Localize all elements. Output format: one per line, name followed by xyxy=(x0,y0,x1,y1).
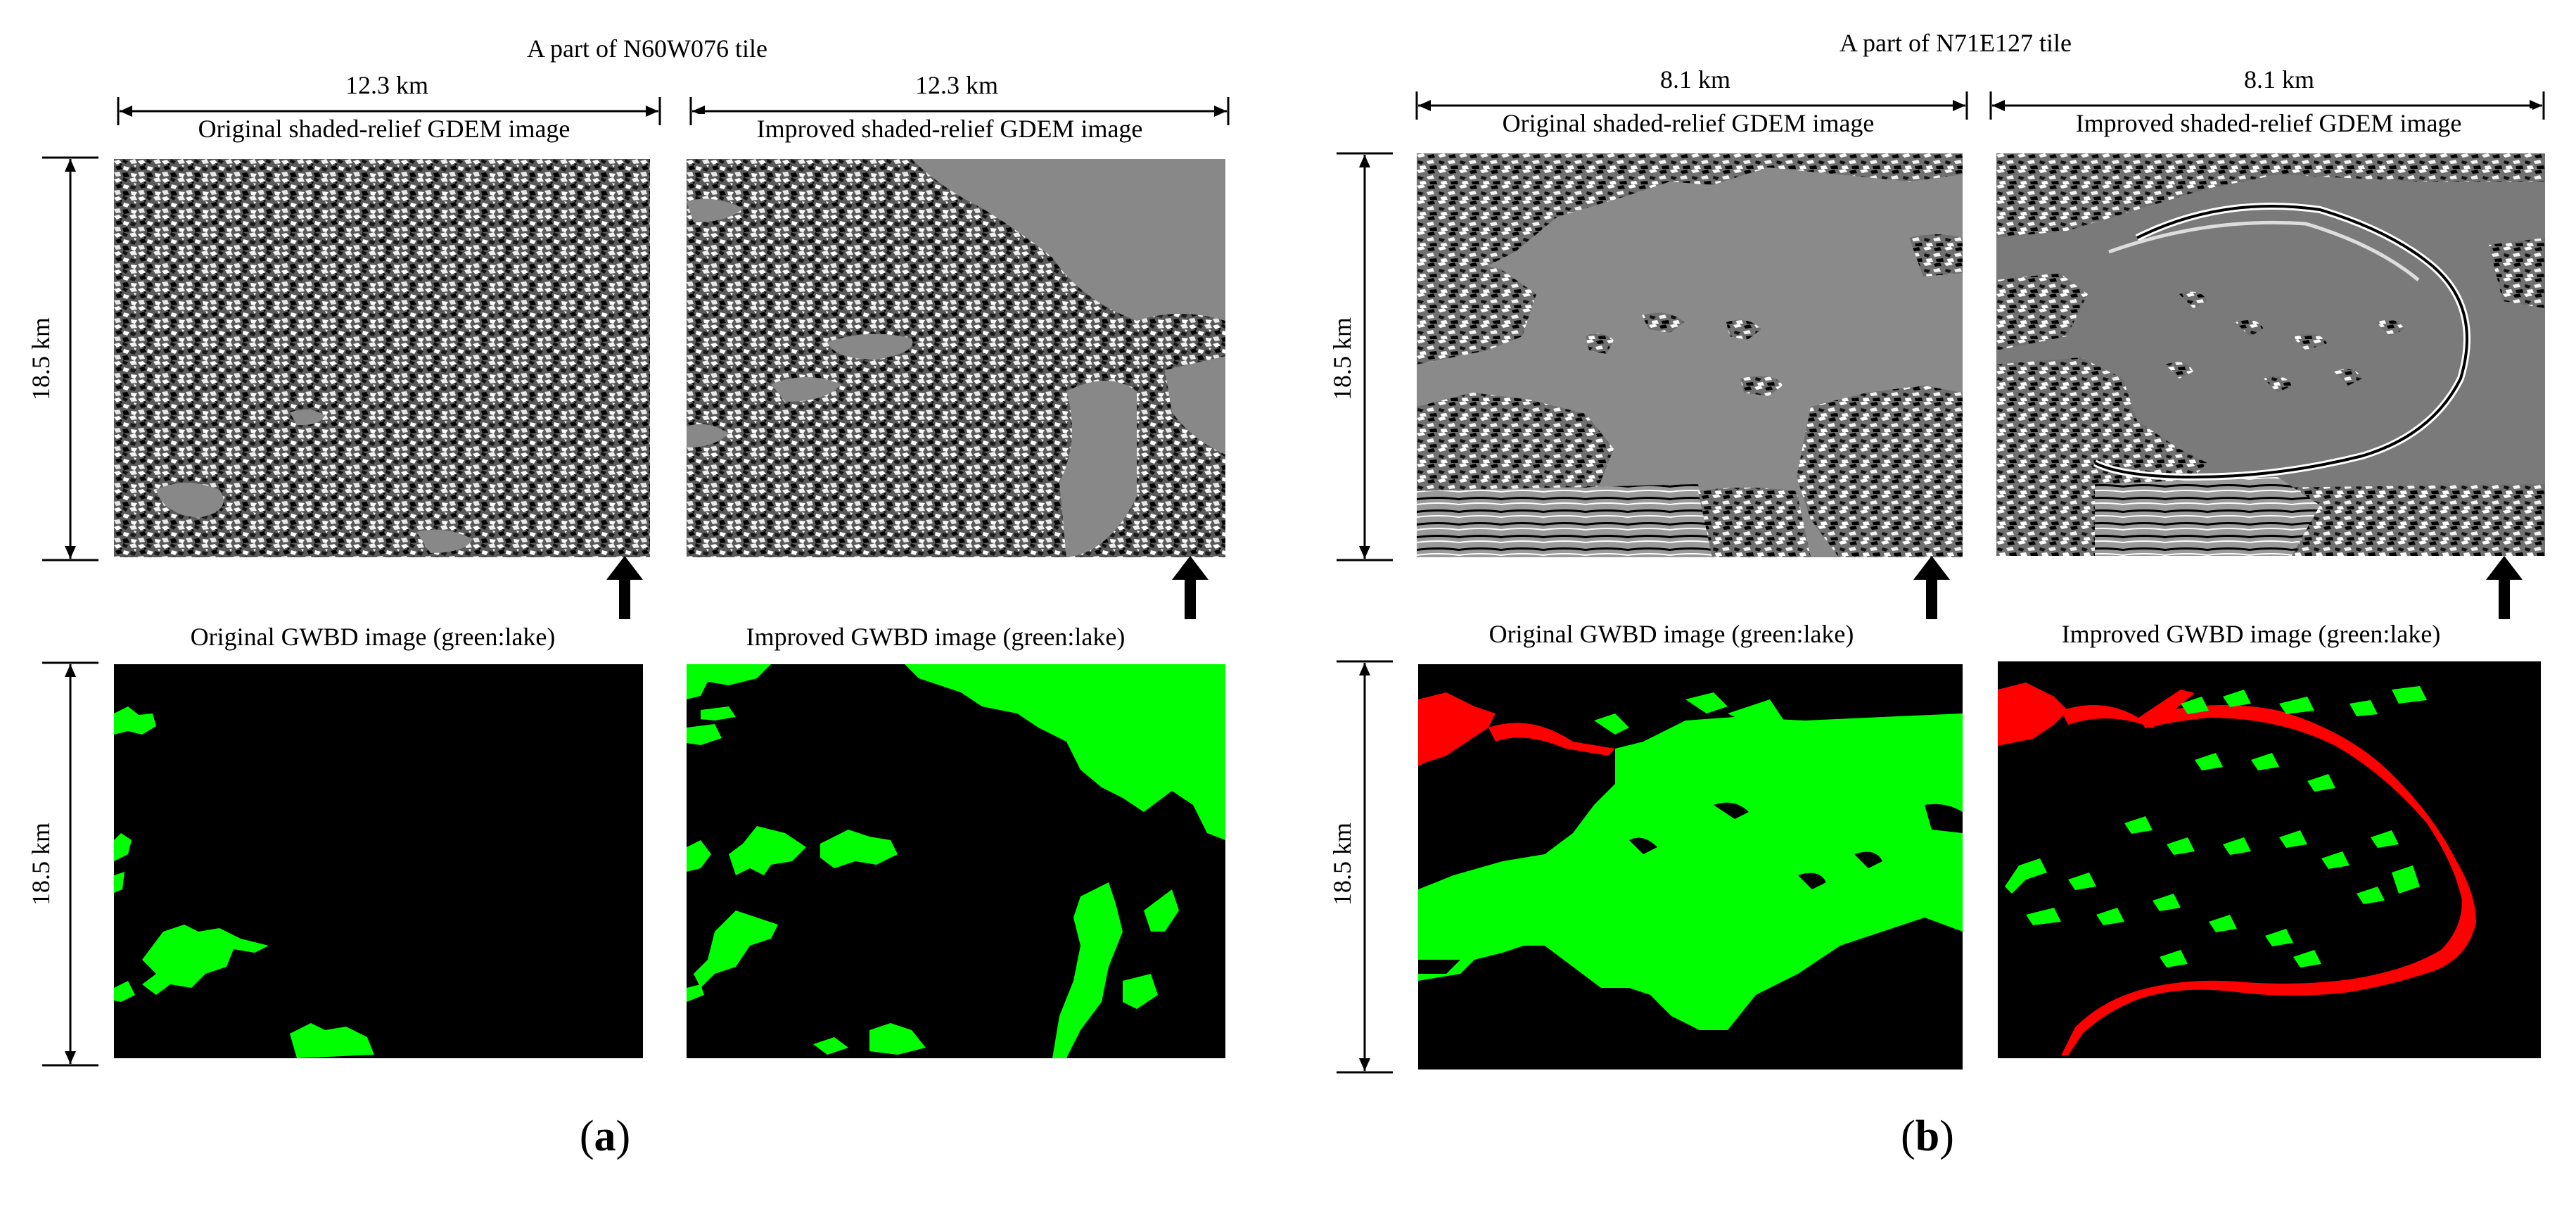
impr-gwbd-image-b xyxy=(1998,661,2541,1058)
height-label-a-bottom: 18.5 km xyxy=(27,823,55,906)
panel-a-label-close: ) xyxy=(616,1112,631,1160)
width-arrow-b-left xyxy=(1415,91,1968,120)
width-arrow-b-right xyxy=(1989,91,2545,120)
up-arrow-b-left xyxy=(1913,556,1950,619)
caption-impr-gwbd-b: Improved GWBD image (green:lake) xyxy=(2012,619,2490,649)
impr-gdem-image-a xyxy=(687,159,1225,557)
caption-orig-gwbd-b: Original GWBD image (green:lake) xyxy=(1439,619,1904,649)
panel-a-label-letter: a xyxy=(594,1112,616,1160)
orig-gwbd-image-b xyxy=(1418,664,1963,1069)
caption-orig-gdem-b: Original shaded-relief GDEM image xyxy=(1442,108,1934,138)
width-label-b-left: 8.1 km xyxy=(1659,65,1730,94)
panel-a-label: (a) xyxy=(549,1112,661,1162)
up-arrow-a-right xyxy=(1172,556,1209,619)
caption-orig-gwbd-a: Original GWBD image (green:lake) xyxy=(141,622,605,652)
orig-gwbd-image-a xyxy=(114,664,643,1058)
up-arrow-b-right xyxy=(2486,556,2523,619)
width-label-b-right: 8.1 km xyxy=(2243,65,2314,94)
height-arrow-a-top xyxy=(42,156,98,561)
caption-impr-gdem-b: Improved shaded-relief GDEM image xyxy=(2005,108,2532,138)
panel-b-label-close: ) xyxy=(1939,1112,1954,1160)
caption-orig-gdem-a: Original shaded-relief GDEM image xyxy=(138,114,630,144)
orig-gdem-image-b xyxy=(1417,153,1963,557)
panel-a-label-open: ( xyxy=(579,1112,594,1160)
panel-a-title: A part of N60W076 tile xyxy=(527,34,767,63)
height-arrow-b-top xyxy=(1337,152,1393,561)
orig-gdem-image-a xyxy=(114,159,650,557)
caption-impr-gdem-a: Improved shaded-relief GDEM image xyxy=(696,114,1203,144)
panel-b-title: A part of N71E127 tile xyxy=(1839,29,2072,57)
impr-gdem-image-b xyxy=(1996,153,2545,556)
height-arrow-b-bottom xyxy=(1337,660,1393,1074)
height-label-b-top: 18.5 km xyxy=(1328,317,1356,401)
width-label-a-left: 12.3 km xyxy=(345,71,428,99)
impr-gwbd-image-a xyxy=(687,664,1225,1058)
up-arrow-a-left xyxy=(606,556,643,619)
caption-impr-gwbd-a: Improved GWBD image (green:lake) xyxy=(703,622,1168,652)
width-arrow-a-left xyxy=(117,97,661,125)
width-label-a-right: 12.3 km xyxy=(914,71,998,99)
panel-b-label-letter: b xyxy=(1915,1112,1940,1160)
panel-b-label: (b) xyxy=(1871,1112,1984,1162)
height-arrow-a-bottom xyxy=(42,661,98,1067)
height-label-a-top: 18.5 km xyxy=(27,317,55,401)
height-label-b-bottom: 18.5 km xyxy=(1328,823,1356,906)
panel-b-label-open: ( xyxy=(1901,1112,1915,1160)
